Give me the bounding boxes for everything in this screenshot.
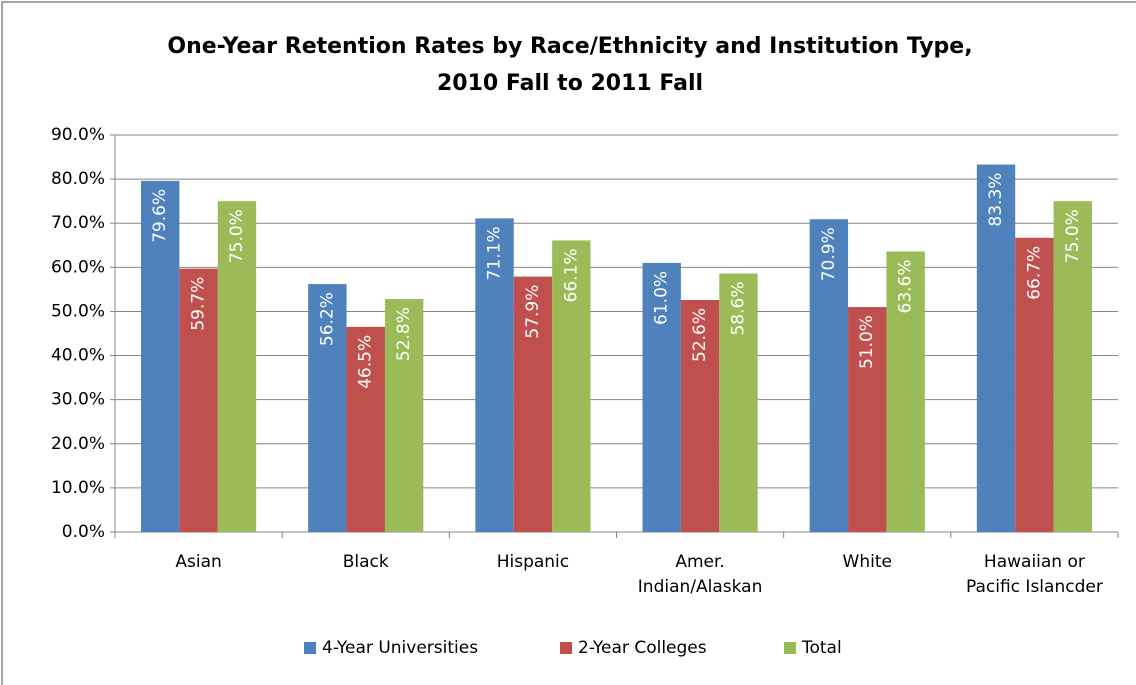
bar bbox=[475, 218, 514, 532]
bar bbox=[719, 273, 758, 532]
x-tick-label: Asian bbox=[175, 552, 221, 572]
value-label: 66.1% bbox=[561, 248, 581, 302]
y-tick-label: 0.0% bbox=[62, 522, 105, 542]
legend-swatch bbox=[560, 642, 572, 654]
value-label: 59.7% bbox=[189, 277, 209, 331]
bar bbox=[179, 268, 218, 532]
bar bbox=[513, 276, 553, 532]
bar bbox=[976, 164, 1016, 532]
value-label: 63.6% bbox=[896, 259, 916, 313]
value-label: 75.0% bbox=[1063, 209, 1083, 263]
x-tick-label: Amer. bbox=[675, 552, 724, 572]
bar bbox=[308, 284, 347, 532]
legend-label: 4-Year Universities bbox=[322, 638, 478, 658]
bar bbox=[217, 201, 257, 532]
value-label: 52.6% bbox=[690, 308, 710, 362]
x-tick-label: Hawaiian or bbox=[984, 552, 1085, 572]
bar bbox=[886, 251, 925, 532]
chart-title: One-Year Retention Rates by Race/Ethnici… bbox=[167, 34, 972, 59]
value-label: 46.5% bbox=[356, 335, 376, 389]
value-label: 56.2% bbox=[317, 292, 337, 346]
x-tick-label: White bbox=[843, 552, 892, 572]
legend-label: Total bbox=[801, 638, 842, 658]
bar bbox=[141, 180, 180, 532]
value-label: 71.1% bbox=[485, 226, 505, 280]
bar bbox=[809, 219, 849, 532]
x-tick-label: Indian/Alaskan bbox=[638, 577, 763, 597]
bar bbox=[1015, 237, 1054, 533]
x-tick-label: Black bbox=[343, 552, 389, 572]
y-tick-label: 10.0% bbox=[51, 478, 105, 498]
value-label: 51.0% bbox=[857, 315, 877, 369]
bar bbox=[384, 299, 424, 532]
value-label: 70.9% bbox=[819, 227, 839, 281]
bar bbox=[642, 262, 681, 532]
bar bbox=[1053, 201, 1092, 532]
y-tick-label: 50.0% bbox=[51, 301, 105, 321]
x-tick-label: Hispanic bbox=[497, 552, 569, 572]
y-tick-label: 90.0% bbox=[51, 125, 105, 145]
y-tick-label: 70.0% bbox=[51, 213, 105, 233]
chart-title: 2010 Fall to 2011 Fall bbox=[437, 71, 703, 96]
legend-swatch bbox=[304, 642, 316, 654]
value-label: 83.3% bbox=[986, 173, 1006, 227]
value-label: 79.6% bbox=[150, 189, 170, 243]
bar bbox=[680, 299, 720, 532]
y-tick-label: 20.0% bbox=[51, 434, 105, 454]
legend-swatch bbox=[784, 642, 796, 654]
value-label: 58.6% bbox=[728, 282, 748, 336]
y-tick-label: 80.0% bbox=[51, 169, 105, 189]
y-tick-label: 40.0% bbox=[51, 346, 105, 366]
bar bbox=[848, 307, 887, 532]
value-label: 75.0% bbox=[227, 209, 247, 263]
value-label: 66.7% bbox=[1024, 246, 1044, 300]
value-label: 52.8% bbox=[394, 307, 414, 361]
bar bbox=[552, 240, 591, 533]
value-label: 57.9% bbox=[523, 285, 543, 339]
y-tick-label: 30.0% bbox=[51, 390, 105, 410]
value-label: 61.0% bbox=[652, 271, 672, 325]
y-tick-label: 60.0% bbox=[51, 257, 105, 277]
bar bbox=[346, 326, 385, 532]
legend-label: 2-Year Colleges bbox=[578, 638, 707, 658]
x-tick-label: Pacific Islancder bbox=[966, 577, 1103, 597]
